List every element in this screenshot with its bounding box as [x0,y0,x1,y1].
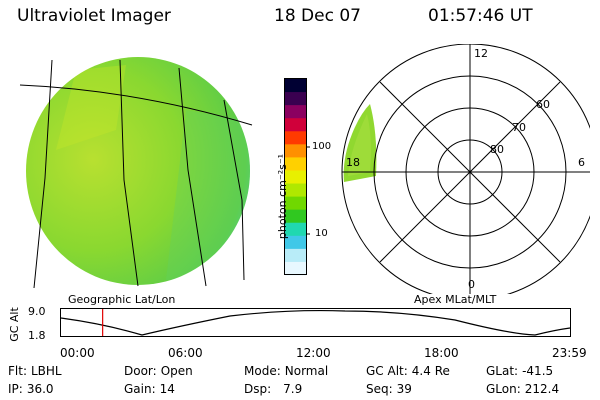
door-info: Door: Open [124,364,193,378]
observation-time: 01:57:46 UT [428,6,533,26]
mlt-label-12: 12 [474,47,488,60]
polar-plot [341,44,590,294]
mlt-label-6: 6 [578,156,585,169]
gain-value: 14 [159,382,175,396]
colorbar-unit: photon cm⁻²s⁻¹ [276,153,290,240]
time-tick-2359: 23:59 [552,346,587,360]
colorbar-band [285,157,306,171]
altitude-curve [60,309,571,336]
colorbar-band [285,261,306,276]
ip-value: 36.0 [26,382,54,396]
observation-date: 18 Dec 07 [274,6,361,26]
mlt-label-0: 0 [468,278,475,291]
mlt-label-18: 18 [346,156,360,169]
geographic-caption: Geographic Lat/Lon [68,293,176,306]
colorbar-band [285,170,306,185]
colorbar-tick-10: 10 [315,228,328,239]
earth-disk [26,57,250,285]
glon-value: 212.4 [524,382,560,396]
time-tick-1800: 18:00 [424,346,459,360]
timeline-ymin: 1.8 [28,329,46,342]
colorbar-tick-100: 100 [312,141,332,152]
mlat-label-70: 70 [512,121,526,134]
time-tick-1200: 12:00 [296,346,331,360]
mode-value: Normal [284,364,329,378]
colorbar-band [285,222,306,237]
timeline-axis-label: GC Alt [7,307,21,342]
filter-value: LBHL [30,364,62,378]
colorbar-band [285,248,306,263]
filter-info: Flt: LBHL [8,364,62,378]
colorbar-band [285,105,306,119]
glat-info: GLat: -41.5 [486,364,554,378]
geographic-image [19,57,253,289]
mlat-label-60: 60 [536,98,550,111]
colorbar-band [285,196,306,211]
time-tick-0000: 00:00 [60,346,95,360]
colorbar-band [285,209,306,224]
colorbar-band [285,144,306,158]
time-tick-0600: 06:00 [168,346,203,360]
dsp-value: 7.9 [283,382,303,396]
colorbar-band [285,79,306,93]
colorbar-band [285,235,306,250]
gcalt-value: 4.4 Re [411,364,450,378]
dsp-info: Dsp: 7.9 [244,382,303,396]
colorbar-band [285,92,306,106]
colorbar-band [285,131,306,145]
colorbar-band [285,118,306,132]
gcalt-info: GC Alt: 4.4 Re [366,364,450,378]
door-value: Open [160,364,193,378]
seq-info: Seq: 39 [366,382,412,396]
seq-value: 39 [396,382,412,396]
timeline-ymax: 9.0 [28,305,46,318]
gain-info: Gain: 14 [124,382,175,396]
instrument-title: Ultraviolet Imager [17,6,171,26]
altitude-timeline [60,308,571,337]
apex-caption: Apex MLat/MLT [414,293,497,306]
glon-info: GLon: 212.4 [486,382,560,396]
mlat-label-80: 80 [490,143,504,156]
mode-info: Mode: Normal [244,364,329,378]
color-scale-bar [284,78,310,276]
colorbar-band [285,183,306,198]
lat-lon-grid [19,59,253,289]
glat-value: -41.5 [522,364,554,378]
ip-info: IP: 36.0 [8,382,54,396]
